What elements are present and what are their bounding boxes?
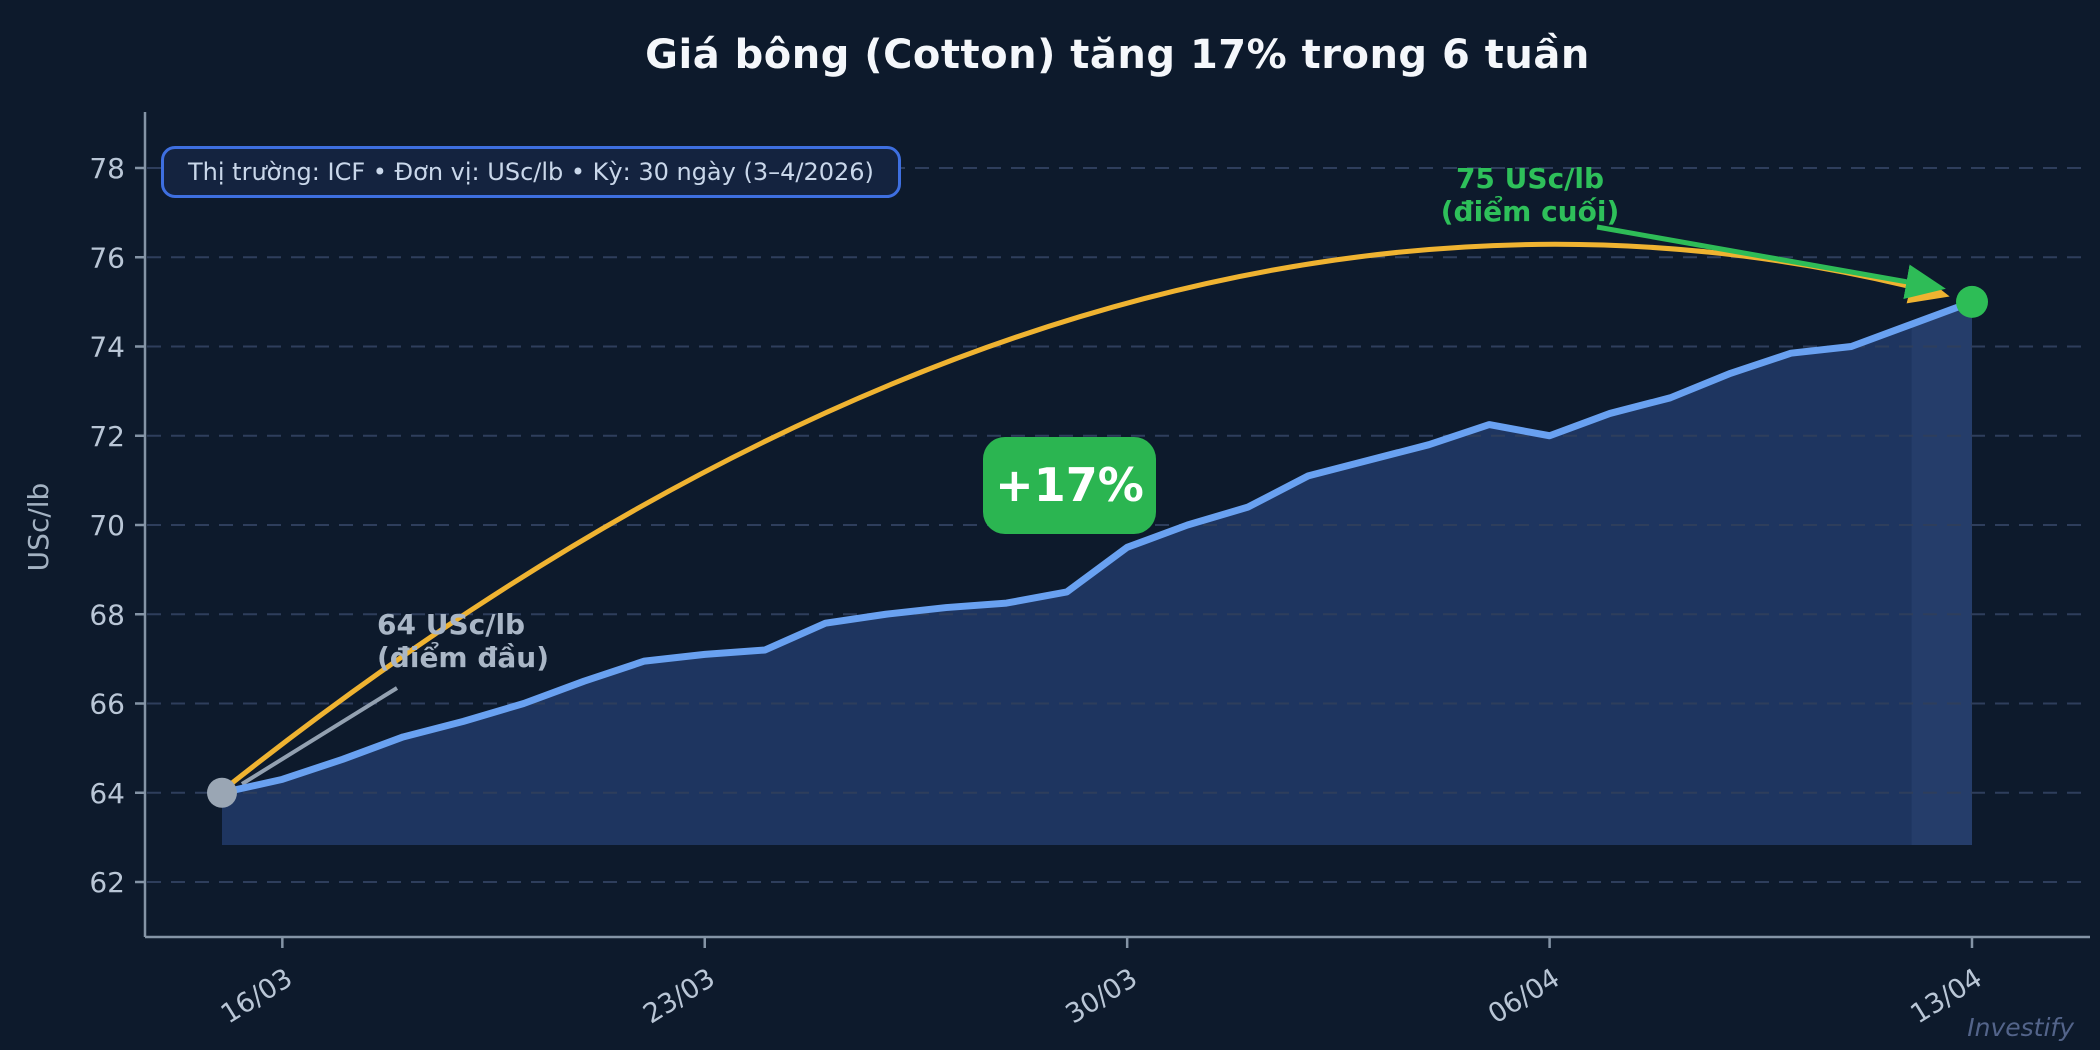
x-tick-label: 16/03 bbox=[216, 963, 298, 1031]
price-line bbox=[218, 298, 1976, 797]
y-tick-label: 72 bbox=[89, 420, 125, 453]
x-tick-label: 30/03 bbox=[1060, 963, 1142, 1031]
start-point-annotation: 64 USc/lb (điểm đầu) bbox=[377, 608, 549, 674]
y-tick-label: 78 bbox=[89, 152, 125, 185]
end-point-value: 75 USc/lb bbox=[1455, 162, 1605, 195]
y-tick-label: 76 bbox=[89, 241, 125, 274]
watermark: Investify bbox=[1967, 1013, 2074, 1042]
growth-arc-arrow bbox=[225, 241, 1950, 789]
x-tick-label: 06/04 bbox=[1483, 963, 1565, 1031]
y-tick-label: 74 bbox=[89, 331, 125, 364]
start-point-marker bbox=[207, 777, 237, 808]
y-tick-label: 68 bbox=[89, 598, 125, 631]
page-title: Giá bông (Cotton) tăng 17% trong 6 tuần bbox=[645, 32, 1590, 78]
y-tick-label: 62 bbox=[89, 866, 125, 899]
end-point-marker bbox=[1956, 285, 1988, 318]
y-axis-title: USc/lb bbox=[22, 483, 55, 572]
y-tick-label: 66 bbox=[89, 688, 125, 721]
end-point-caption: (điểm cuối) bbox=[1440, 195, 1620, 228]
y-tick-label: 70 bbox=[89, 509, 125, 542]
end-point-annotation: 75 USc/lb (điểm cuối) bbox=[1390, 162, 1670, 228]
start-pointer-line bbox=[240, 686, 399, 786]
percent-change-badge: +17% bbox=[983, 437, 1156, 534]
start-point-value: 64 USc/lb bbox=[377, 608, 526, 641]
area-last-day-band bbox=[1911, 301, 1972, 845]
end-pointer-arrow bbox=[1596, 224, 1946, 300]
y-tick-label: 64 bbox=[89, 777, 125, 810]
market-info-box: Thị trường: ICF • Đơn vị: USc/lb • Kỳ: 3… bbox=[161, 146, 901, 198]
start-point-caption: (điểm đầu) bbox=[377, 641, 550, 674]
x-tick-label: 23/03 bbox=[638, 963, 720, 1031]
